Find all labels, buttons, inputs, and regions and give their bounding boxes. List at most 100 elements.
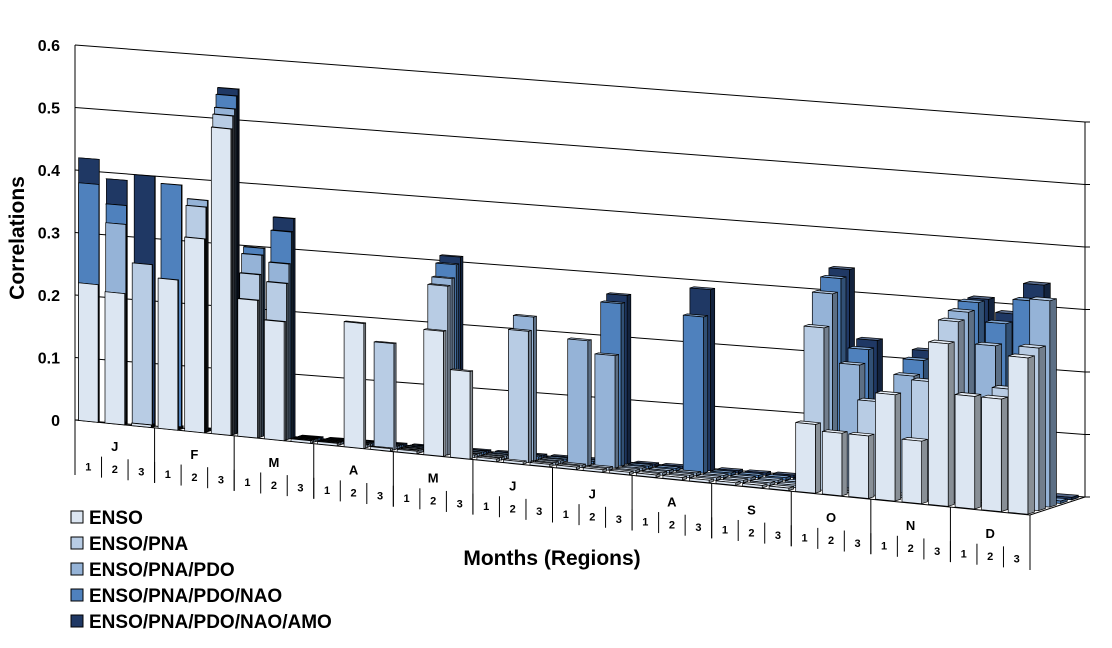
y-tick-label: 0.5 bbox=[38, 101, 60, 118]
region-label: 3 bbox=[695, 522, 701, 534]
region-label: 2 bbox=[908, 543, 914, 555]
bar bbox=[508, 328, 532, 464]
bar bbox=[78, 282, 100, 423]
gridline bbox=[74, 232, 1086, 310]
region-label: 1 bbox=[324, 485, 330, 497]
region-label: 3 bbox=[377, 490, 383, 502]
bar bbox=[396, 448, 420, 455]
region-label: 2 bbox=[350, 488, 356, 500]
bar bbox=[567, 337, 592, 467]
x-axis-label: Months (Regions) bbox=[463, 547, 640, 570]
month-label: A bbox=[667, 494, 677, 509]
region-label: 1 bbox=[483, 501, 489, 513]
region-label: 2 bbox=[669, 519, 675, 531]
region-label: 1 bbox=[165, 469, 171, 481]
bar bbox=[104, 291, 126, 426]
region-label: 1 bbox=[961, 548, 967, 560]
region-label: 2 bbox=[748, 527, 754, 539]
bar bbox=[768, 484, 795, 492]
legend-swatch bbox=[70, 588, 84, 602]
month-label: J bbox=[509, 479, 516, 494]
bar bbox=[715, 479, 741, 486]
bar bbox=[450, 368, 474, 460]
region-label: 1 bbox=[244, 477, 250, 489]
bar bbox=[423, 328, 447, 457]
region-label: 2 bbox=[987, 551, 993, 563]
region-label: 3 bbox=[297, 482, 303, 494]
bar bbox=[954, 392, 982, 510]
region-label: 1 bbox=[85, 461, 91, 473]
bar bbox=[901, 437, 928, 505]
bar bbox=[875, 390, 902, 502]
bar bbox=[682, 313, 709, 474]
month-label: M bbox=[269, 455, 280, 470]
month-label: N bbox=[906, 518, 915, 533]
region-label: 1 bbox=[801, 533, 807, 545]
bar bbox=[157, 277, 179, 431]
region-label: 3 bbox=[536, 506, 542, 518]
legend-item: ENSO/PNA/PDO/NAO bbox=[70, 586, 282, 607]
month-label: S bbox=[747, 502, 756, 517]
y-tick-label: 0 bbox=[51, 413, 60, 430]
bar bbox=[184, 236, 206, 434]
legend-label: ENSO/PNA/PDO bbox=[89, 560, 235, 581]
legend-swatch bbox=[70, 536, 84, 550]
region-label: 2 bbox=[430, 496, 436, 508]
legend-swatch bbox=[70, 614, 84, 628]
gridline bbox=[74, 169, 1086, 248]
legend-item: ENSO/PNA/PDO bbox=[70, 560, 235, 581]
region-label: 1 bbox=[642, 517, 648, 529]
bar bbox=[689, 476, 714, 484]
bar bbox=[210, 126, 233, 436]
region-label: 1 bbox=[563, 509, 569, 521]
y-tick-label: 0.3 bbox=[38, 226, 60, 243]
gridline bbox=[74, 44, 1086, 123]
y-axis-label: Correlations bbox=[6, 176, 29, 300]
region-label: 3 bbox=[934, 546, 940, 558]
bar bbox=[237, 297, 260, 439]
y-tick-label: 0.4 bbox=[38, 163, 60, 180]
month-label: M bbox=[428, 471, 439, 486]
bar bbox=[582, 466, 607, 473]
legend-label: ENSO/PNA bbox=[89, 534, 189, 555]
bar bbox=[795, 420, 821, 494]
bar bbox=[373, 340, 397, 451]
region-label: 3 bbox=[218, 475, 224, 487]
region-label: 3 bbox=[457, 498, 463, 510]
region-label: 3 bbox=[616, 514, 622, 526]
bar bbox=[529, 461, 554, 468]
legend-item: ENSO/PNA/PDO/NAO/AMO bbox=[70, 612, 332, 633]
gridline bbox=[74, 107, 1086, 185]
bar bbox=[343, 320, 367, 450]
y-tick-label: 0.6 bbox=[38, 38, 60, 55]
y-tick-label: 0.1 bbox=[38, 351, 60, 368]
month-label: J bbox=[111, 439, 118, 454]
bar bbox=[264, 319, 286, 442]
bars bbox=[78, 87, 1079, 515]
bar bbox=[928, 339, 955, 507]
region-label: 2 bbox=[589, 511, 595, 523]
bar bbox=[609, 468, 634, 476]
month-label: A bbox=[349, 463, 359, 478]
bar bbox=[848, 431, 875, 499]
bar bbox=[290, 438, 313, 444]
bar bbox=[476, 455, 500, 463]
bar bbox=[662, 473, 688, 481]
bar bbox=[131, 422, 153, 428]
region-label: 3 bbox=[855, 538, 861, 550]
region-label: 3 bbox=[138, 467, 144, 479]
region-label: 3 bbox=[775, 530, 781, 542]
month-label: D bbox=[986, 526, 995, 541]
x-category-labels: 1 2 3 1 2 3 1 2 3 1 2 3 1 2 3 1 2 3 1 2 3 1 2 3 1 2 3 1 2 3 1 2 3 1 2 3 J F M A… bbox=[74, 420, 1031, 570]
bar bbox=[556, 463, 581, 471]
region-label: 2 bbox=[191, 472, 197, 484]
region-label: 2 bbox=[112, 464, 118, 476]
bar bbox=[981, 394, 1009, 513]
bar bbox=[821, 429, 848, 497]
region-label: 3 bbox=[1014, 554, 1020, 566]
legend-label: ENSO/PNA/PDO/NAO/AMO bbox=[89, 612, 332, 633]
bar bbox=[594, 352, 619, 469]
legend-swatch bbox=[70, 510, 84, 524]
legend-label: ENSO bbox=[89, 508, 143, 529]
